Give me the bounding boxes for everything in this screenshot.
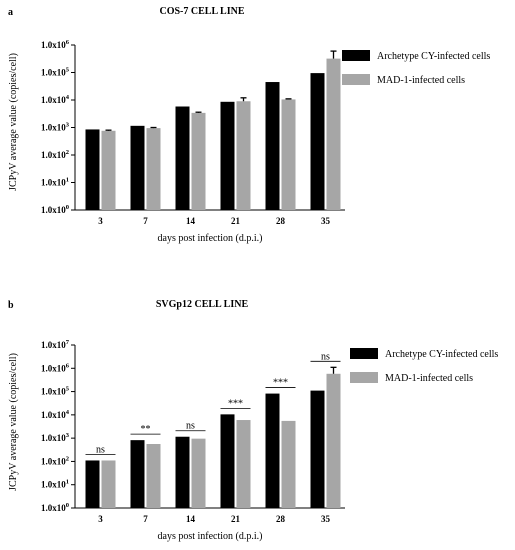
bar bbox=[85, 460, 100, 508]
x-tick-label: 14 bbox=[186, 514, 196, 524]
x-tick-label: 28 bbox=[276, 216, 286, 226]
x-tick-label: 7 bbox=[143, 216, 148, 226]
y-tick-label: 1.0x106 bbox=[41, 39, 70, 50]
bar bbox=[101, 130, 116, 210]
bar bbox=[175, 106, 190, 210]
bar bbox=[310, 73, 325, 210]
bar bbox=[310, 390, 325, 508]
y-tick-label: 1.0x103 bbox=[41, 432, 70, 443]
x-tick-label: 3 bbox=[98, 216, 103, 226]
y-tick-label: 1.0x104 bbox=[41, 409, 70, 420]
y-tick-label: 1.0x104 bbox=[41, 94, 70, 105]
bar bbox=[101, 460, 116, 508]
bar bbox=[281, 99, 296, 210]
legend-swatch bbox=[350, 372, 378, 383]
bar bbox=[130, 125, 145, 210]
y-tick-label: 1.0x101 bbox=[41, 479, 69, 490]
bar bbox=[130, 440, 145, 508]
panel-b-letter: b bbox=[8, 300, 14, 311]
panel-a-ylabel: JCPyV average value (copies/cell) bbox=[8, 53, 19, 191]
bar bbox=[326, 373, 341, 508]
legend-label: MAD-1-infected cells bbox=[377, 75, 465, 86]
y-tick-label: 1.0x107 bbox=[41, 339, 70, 350]
significance-label: *** bbox=[228, 398, 243, 409]
significance-label: ns bbox=[96, 444, 105, 455]
x-tick-label: 14 bbox=[186, 216, 196, 226]
bar bbox=[281, 420, 296, 508]
bar bbox=[326, 58, 341, 211]
x-tick-label: 28 bbox=[276, 514, 286, 524]
x-tick-label: 7 bbox=[143, 514, 148, 524]
x-tick-label: 35 bbox=[321, 514, 331, 524]
panel-b-title: SVGp12 CELL LINE bbox=[156, 299, 249, 310]
y-tick-label: 1.0x102 bbox=[41, 149, 69, 160]
y-tick-label: 1.0x105 bbox=[41, 67, 70, 78]
y-tick-label: 1.0x103 bbox=[41, 122, 70, 133]
legend-swatch bbox=[342, 50, 370, 61]
bar bbox=[236, 101, 251, 210]
panel-a-plot: 1.0x100 1.0x101 1.0x102 1.0x103 1.0x104 1.0x1… bbox=[41, 39, 490, 226]
bar bbox=[85, 129, 100, 210]
bar bbox=[146, 444, 161, 508]
bar bbox=[265, 393, 280, 508]
x-tick-label: 21 bbox=[231, 514, 241, 524]
bar bbox=[265, 82, 280, 210]
bar bbox=[191, 112, 206, 210]
panel-a-xlabel: days post infection (d.p.i.) bbox=[158, 233, 263, 244]
panel-b-plot: 1.0x100 1.0x101 1.0x102 1.0x103 1.0x104 1.0x1… bbox=[41, 339, 498, 524]
y-tick-label: 1.0x100 bbox=[41, 502, 69, 513]
legend-label: Archetype CY-infected cells bbox=[377, 51, 490, 62]
x-tick-label: 35 bbox=[321, 216, 331, 226]
panel-b-ylabel: JCPyV average value (copies/cell) bbox=[8, 353, 19, 491]
bar bbox=[236, 420, 251, 508]
panel-b-xlabel: days post infection (d.p.i.) bbox=[158, 531, 263, 542]
legend-swatch bbox=[350, 348, 378, 359]
significance-label: ns bbox=[186, 421, 195, 432]
y-tick-label: 1.0x106 bbox=[41, 362, 70, 373]
legend-swatch bbox=[342, 74, 370, 85]
y-tick-label: 1.0x105 bbox=[41, 386, 70, 397]
panel-a-title: COS-7 CELL LINE bbox=[159, 6, 244, 17]
x-tick-label: 3 bbox=[98, 514, 103, 524]
significance-label: *** bbox=[273, 378, 288, 389]
legend-label: MAD-1-infected cells bbox=[385, 373, 473, 384]
bar bbox=[220, 414, 235, 508]
y-tick-label: 1.0x101 bbox=[41, 177, 69, 188]
bar bbox=[146, 128, 161, 210]
bar bbox=[191, 438, 206, 508]
significance-label: ns bbox=[321, 351, 330, 362]
panel-a-letter: a bbox=[8, 7, 13, 18]
x-tick-label: 21 bbox=[231, 216, 241, 226]
legend-label: Archetype CY-infected cells bbox=[385, 349, 498, 360]
bar bbox=[175, 436, 190, 508]
y-tick-label: 1.0x100 bbox=[41, 204, 69, 215]
significance-label: ** bbox=[141, 424, 151, 435]
bar bbox=[220, 101, 235, 210]
y-tick-label: 1.0x102 bbox=[41, 455, 69, 466]
